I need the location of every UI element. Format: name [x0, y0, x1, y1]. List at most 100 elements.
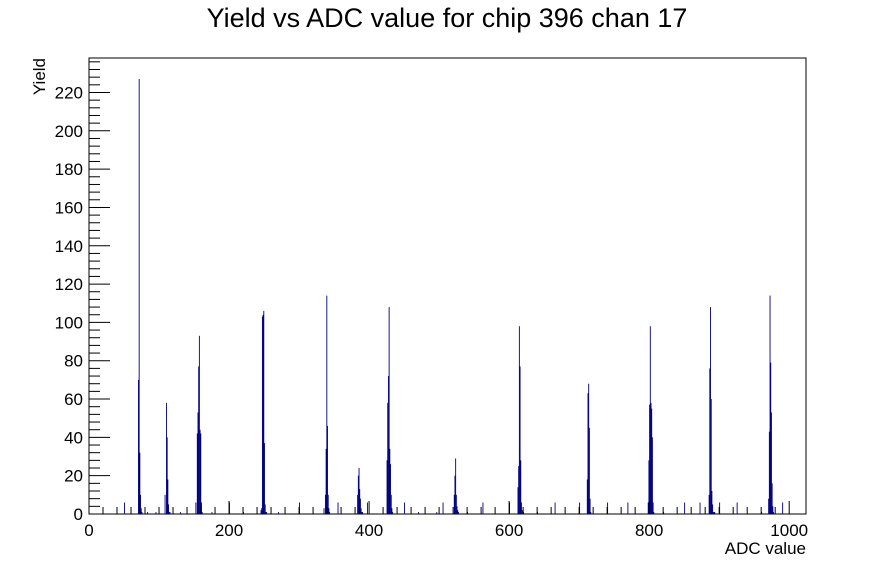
- histogram-bin: [736, 502, 738, 514]
- histogram-bin: [389, 448, 391, 514]
- histogram-bin: [782, 502, 784, 514]
- histogram-bin: [278, 512, 279, 514]
- histogram-bin: [711, 491, 713, 514]
- y-tick-label: 0: [74, 505, 83, 524]
- histogram-bin: [138, 379, 139, 514]
- y-tick-label: 80: [64, 352, 83, 371]
- x-tick-label: 600: [495, 521, 523, 540]
- x-tick-label: 800: [635, 521, 663, 540]
- y-axis-label: Yield: [30, 58, 49, 95]
- histogram-bin: [362, 512, 363, 514]
- histogram-bin: [684, 502, 686, 514]
- histogram-bin: [388, 307, 390, 514]
- histogram-bin: [211, 512, 213, 514]
- histogram-bin: [773, 512, 774, 514]
- histogram-bin: [387, 402, 389, 514]
- histogram-bin: [140, 508, 142, 514]
- histogram-bin: [651, 408, 653, 514]
- histogram-bin: [442, 502, 444, 514]
- histogram-bin: [198, 335, 200, 514]
- histogram-bin: [768, 431, 770, 514]
- histogram-bin: [456, 506, 458, 514]
- histogram-bin: [712, 504, 714, 514]
- histogram-bin: [168, 504, 170, 514]
- histogram-bin: [200, 433, 202, 514]
- histogram-bin: [265, 512, 267, 514]
- y-tick-label: 100: [55, 313, 83, 332]
- histogram-bin: [521, 510, 523, 514]
- histogram-bin: [199, 429, 201, 514]
- histogram-bin: [713, 512, 715, 514]
- histogram-bin: [648, 460, 650, 514]
- histogram-bin: [357, 475, 359, 514]
- histogram-bin: [359, 498, 361, 514]
- histogram-bin: [262, 314, 264, 514]
- histogram-bin: [124, 502, 125, 514]
- histogram-bin: [709, 368, 711, 514]
- histogram-bin: [589, 498, 591, 514]
- y-axis-ticks: 0 20 40 60 80 100 120 140 160 180 200 220: [55, 61, 110, 524]
- histogram-bin: [386, 460, 388, 514]
- histogram-bin: [710, 399, 712, 514]
- histogram-bin: [457, 510, 459, 514]
- histogram-bin: [327, 425, 328, 514]
- histogram-bin: [482, 502, 484, 514]
- histogram-bin: [326, 295, 328, 514]
- histogram-bin: [772, 506, 774, 514]
- histogram-bin: [166, 402, 167, 514]
- histogram-bin: [357, 494, 359, 514]
- histogram-bin: [168, 512, 170, 514]
- histogram-bin: [771, 483, 773, 514]
- y-tick-label: 40: [64, 428, 83, 447]
- histogram-bin: [169, 512, 171, 514]
- histogram-bin: [653, 512, 655, 514]
- x-tick-label: 0: [84, 521, 93, 540]
- histogram-bin: [141, 512, 143, 514]
- histogram-bin: [392, 512, 394, 514]
- histogram-bin: [366, 502, 368, 514]
- histogram-bin: [140, 494, 142, 514]
- histogram-bin: [197, 412, 199, 514]
- x-tick-label: 1000: [770, 521, 808, 540]
- histogram-bin: [387, 376, 389, 514]
- histogram-bin: [323, 508, 325, 514]
- histogram-bin: [391, 508, 393, 514]
- histogram-bin: [453, 494, 455, 514]
- histogram-bin: [261, 316, 263, 514]
- histogram-bin: [359, 489, 361, 514]
- histogram-bin: [768, 498, 770, 514]
- y-tick-label: 120: [55, 275, 83, 294]
- histogram-bin: [155, 512, 157, 514]
- histogram-bin: [436, 512, 438, 514]
- y-tick-label: 20: [64, 467, 83, 486]
- histogram-bin: [361, 512, 363, 514]
- histogram-bin: [264, 443, 265, 514]
- histogram-bin: [139, 452, 141, 514]
- histogram-bin: [324, 494, 326, 514]
- histogram-bin: [404, 502, 405, 514]
- histogram-bin: [138, 79, 140, 514]
- histogram-bin: [699, 502, 701, 514]
- histogram-bin: [517, 487, 519, 514]
- histogram-bin: [651, 437, 653, 514]
- histogram-bin: [714, 512, 716, 514]
- x-axis-ticks: 0 200 400 600 800 1000: [84, 501, 808, 540]
- histogram-bin: [554, 502, 556, 514]
- histogram-bin: [390, 464, 391, 514]
- histogram-bin: [328, 508, 330, 514]
- histogram-bin: [198, 366, 200, 514]
- histogram-bin: [588, 427, 590, 514]
- histogram-bin: [147, 512, 149, 514]
- histogram-bin: [521, 502, 522, 514]
- histogram-bin: [770, 362, 772, 514]
- histogram-bin: [588, 383, 590, 514]
- histogram-bin: [195, 502, 197, 514]
- histogram-bin: [586, 479, 588, 514]
- histogram-bin: [519, 366, 521, 514]
- histogram-bin: [518, 466, 520, 514]
- chart-title: Yield vs ADC value for chip 396 chan 17: [207, 3, 688, 33]
- frame: [88, 57, 807, 515]
- y-tick-label: 60: [64, 390, 83, 409]
- histogram-bin: [587, 393, 589, 514]
- histogram-bin: [627, 502, 629, 514]
